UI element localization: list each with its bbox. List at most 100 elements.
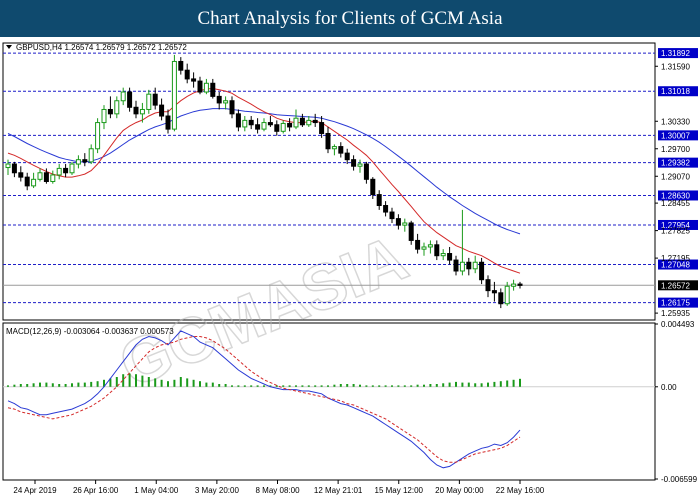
candle-body: [466, 261, 472, 270]
y-tick-label: 1.29070: [661, 172, 690, 181]
candle-body: [197, 80, 203, 93]
level-label: 1.27048: [661, 261, 690, 270]
macd-line: [7, 330, 521, 469]
x-tick-label: 1 May 04:00: [134, 486, 179, 495]
price-chart: [3, 52, 655, 309]
candle-body: [95, 122, 101, 150]
current-price-label-bg: [658, 280, 698, 291]
candle-body: [216, 95, 222, 104]
candle-body: [37, 172, 43, 180]
candle-body: [223, 100, 229, 104]
candle-body: [107, 108, 113, 115]
candle-body: [338, 146, 344, 154]
candle-body: [479, 261, 485, 281]
moving-average-fast: [7, 87, 521, 274]
candle-body: [370, 178, 376, 196]
candle-body: [178, 60, 184, 71]
candle-body: [383, 205, 389, 213]
candle-body: [139, 108, 145, 115]
candle-body: [101, 108, 107, 124]
candle-body: [447, 253, 453, 261]
candle-body: [440, 253, 446, 257]
candle-body: [120, 91, 126, 102]
candle-body: [146, 93, 152, 110]
candle-body: [171, 60, 177, 130]
candle-body: [325, 132, 331, 150]
level-label-bg: [658, 130, 698, 141]
candle-body: [491, 290, 497, 294]
level-label-bg: [658, 157, 698, 168]
level-label: 1.31892: [661, 49, 690, 58]
candle-body: [159, 104, 165, 117]
axes: 1.31892 1.31018 1.30007 1.29382 1.28630 1.279…: [13, 48, 698, 495]
candle-body: [306, 119, 312, 126]
candle-body: [299, 117, 305, 126]
level-label: 1.26175: [661, 299, 690, 308]
candle-body: [280, 122, 286, 132]
price-panel: [2, 42, 656, 321]
candle-body: [235, 113, 241, 128]
level-label-bg: [658, 259, 698, 270]
candle-body: [421, 246, 427, 250]
level-label: 1.29382: [661, 159, 690, 168]
macd-chart: [3, 330, 655, 469]
level-label: 1.31018: [661, 87, 690, 96]
candle-body: [267, 122, 273, 126]
candle-body: [485, 279, 491, 292]
candle-body: [184, 69, 190, 80]
candle-body: [5, 163, 11, 169]
candle-body: [69, 163, 75, 174]
macd-y-tick-label: -0.006599: [661, 475, 698, 484]
y-tick-label: 1.28455: [661, 199, 690, 208]
candle-body: [11, 163, 17, 174]
x-tick-label: 3 May 20:00: [195, 486, 240, 495]
x-tick-label: 15 May 12:00: [375, 486, 424, 495]
level-label-bg: [658, 297, 698, 308]
candle-body: [504, 285, 510, 305]
candle-body: [24, 176, 30, 187]
candle-body: [402, 222, 408, 226]
candle-body: [511, 283, 517, 287]
dropdown-triangle-icon[interactable]: [6, 45, 12, 49]
x-tick-label: 20 May 00:00: [435, 486, 484, 495]
candle-body: [395, 218, 401, 226]
candle-body: [434, 244, 440, 257]
candle-body: [31, 178, 37, 187]
candle-body: [56, 167, 62, 176]
candle-body: [453, 259, 459, 272]
candle-body: [63, 167, 69, 174]
x-tick-label: 26 Apr 16:00: [73, 486, 119, 495]
y-tick-label: 1.30330: [661, 117, 690, 126]
candle-body: [351, 159, 357, 167]
candle-body: [165, 115, 171, 130]
candle-body: [43, 172, 49, 182]
candle-body: [415, 239, 421, 250]
level-label-bg: [658, 86, 698, 97]
candle-body: [75, 159, 81, 165]
candle-body: [127, 91, 133, 108]
candle-body: [261, 122, 267, 130]
candle-body: [274, 124, 280, 132]
y-tick-label: 1.27825: [661, 227, 690, 236]
candle-body: [287, 122, 293, 128]
candle-body: [114, 100, 120, 115]
symbol-info: GBPUSD,H4 1.26574 1.26579 1.26572 1.2657…: [16, 43, 187, 52]
candle-body: [357, 163, 363, 167]
y-tick-label: 1.27195: [661, 254, 690, 263]
page-title: Chart Analysis for Clients of GCM Asia: [197, 8, 503, 29]
candle-body: [293, 117, 299, 128]
candle-body: [498, 292, 504, 305]
candle-body: [408, 222, 414, 241]
candle-body: [459, 261, 465, 272]
current-price-label: 1.26572: [661, 281, 690, 290]
header-bar: Chart Analysis for Clients of GCM Asia: [0, 0, 700, 37]
y-tick-label: 1.31590: [661, 62, 690, 71]
candle-body: [203, 82, 209, 93]
macd-y-tick-label: 0.004493: [661, 320, 695, 329]
chart-area[interactable]: GCMASIA 1.318921.310181.300071.293821.28…: [0, 37, 700, 500]
candle-body: [50, 174, 56, 182]
candle-body: [427, 244, 433, 248]
candle-body: [248, 119, 254, 126]
level-label-bg: [658, 48, 698, 59]
x-tick-label: 8 May 08:00: [255, 486, 300, 495]
